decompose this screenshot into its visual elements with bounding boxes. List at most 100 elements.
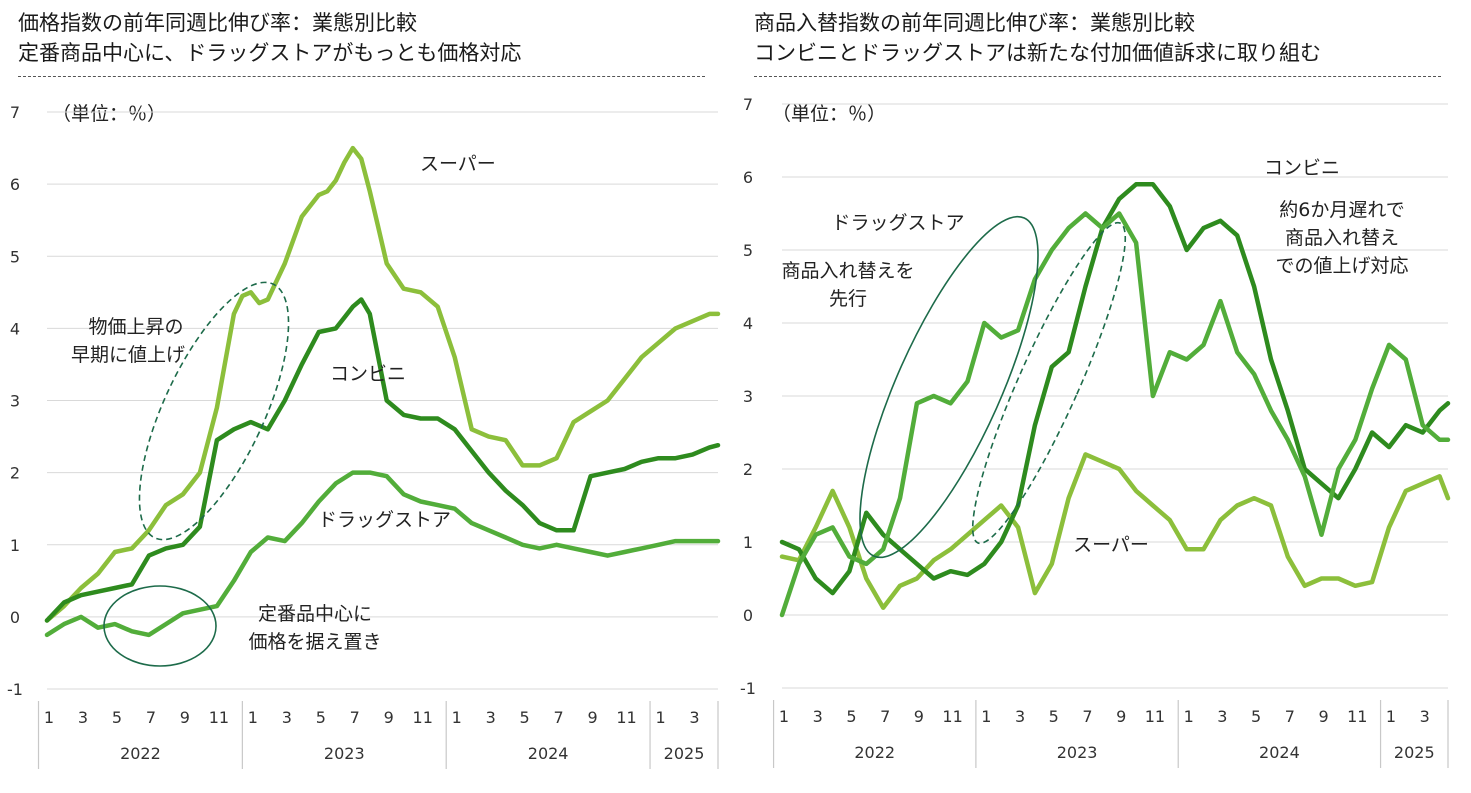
y-tick-label: 1 [743, 533, 753, 552]
left-chart-subtitle: 定番商品中心に、ドラッグストアがもっとも価格対応 [18, 41, 522, 65]
x-tick-label: 7 [1285, 707, 1295, 726]
year-label: 2022 [120, 744, 161, 763]
y-tick-label: 3 [10, 392, 20, 411]
unit-label: （単位：％） [772, 103, 886, 125]
x-tick-label: 1 [779, 707, 789, 726]
annotation-early-hike-2: 早期に値上げ [71, 344, 185, 366]
y-tick-label: 5 [743, 241, 753, 260]
year-label: 2024 [528, 744, 569, 763]
annotation-lag-1: 約6か月遅れで [1279, 199, 1405, 221]
x-tick-label: 5 [316, 708, 326, 727]
y-tick-label: -1 [7, 680, 23, 699]
y-tick-label: 1 [10, 536, 20, 555]
series-label-super: スーパー [1073, 534, 1149, 556]
annotation-early-hike-1: 物価上昇の [88, 316, 183, 338]
x-tick-label: 1 [1184, 707, 1194, 726]
x-tick-label: 1 [248, 708, 258, 727]
series-line-convenience [779, 182, 1451, 596]
annotation-price-freeze-1: 定番品中心に [258, 603, 372, 625]
series-line-drugstore [44, 470, 721, 638]
annotation-drugstore: ドラッグストア [831, 212, 964, 234]
x-tick-label: 9 [180, 708, 190, 727]
series-label-super: スーパー [420, 153, 496, 175]
x-tick-label: 11 [942, 707, 962, 726]
x-tick-label: 11 [1145, 707, 1165, 726]
x-tick-label: 5 [1251, 707, 1261, 726]
series-line-super [779, 452, 1451, 610]
x-tick-label: 1 [452, 708, 462, 727]
x-tick-label: 5 [846, 707, 856, 726]
y-tick-label: -1 [740, 679, 756, 698]
x-tick-label: 1 [44, 708, 54, 727]
y-tick-label: 2 [743, 460, 753, 479]
convenience-lag-ellipse [971, 221, 1127, 545]
y-tick-label: 7 [10, 103, 20, 122]
annotation-lag-3: での値上げ対応 [1275, 255, 1408, 277]
series-line-convenience [44, 297, 721, 623]
left-title-divider [18, 76, 705, 77]
y-tick-label: 6 [10, 175, 20, 194]
x-tick-label: 5 [520, 708, 530, 727]
x-tick-label: 7 [350, 708, 360, 727]
year-label: 2024 [1259, 743, 1300, 762]
x-tick-label: 9 [914, 707, 924, 726]
x-tick-label: 1 [655, 708, 665, 727]
x-tick-label: 11 [209, 708, 229, 727]
series-line-drugstore [779, 211, 1451, 618]
x-tick-label: 3 [1015, 707, 1025, 726]
series-label-convenience: コンビニ [330, 363, 406, 385]
year-label: 2025 [664, 744, 705, 763]
year-label: 2023 [1057, 743, 1098, 762]
right-chart-panel: 商品入替指数の前年同週比伸び率：業態別比較 コンビニとドラッグストアは新たな付加… [736, 0, 1471, 793]
x-tick-label: 9 [384, 708, 394, 727]
y-tick-label: 7 [743, 95, 753, 114]
right-chart-title: 商品入替指数の前年同週比伸び率：業態別比較 [754, 11, 1195, 35]
annotation-lead-1: 商品入れ替えを [781, 260, 914, 282]
left-chart-panel: 価格指数の前年同週比伸び率：業態別比較 定番商品中心に、ドラッグストアがもっとも… [0, 0, 735, 793]
x-tick-label: 7 [880, 707, 890, 726]
early-price-hike-ellipse [138, 281, 290, 541]
annotation-price-freeze-2: 価格を据え置き [248, 631, 381, 653]
x-tick-label: 11 [616, 708, 636, 727]
year-label: 2022 [854, 743, 895, 762]
y-tick-label: 0 [10, 608, 20, 627]
y-tick-label: 0 [743, 606, 753, 625]
x-tick-label: 5 [112, 708, 122, 727]
y-tick-label: 3 [743, 387, 753, 406]
annotation-lead-2: 先行 [829, 288, 867, 310]
x-tick-label: 3 [813, 707, 823, 726]
x-tick-label: 3 [689, 708, 699, 727]
x-tick-label: 3 [282, 708, 292, 727]
x-tick-label: 3 [78, 708, 88, 727]
x-tick-label: 3 [1217, 707, 1227, 726]
annotation-convenience: コンビニ [1264, 157, 1340, 179]
y-tick-label: 5 [10, 247, 20, 266]
year-label: 2025 [1394, 743, 1435, 762]
series-line-super [44, 145, 721, 623]
x-tick-label: 1 [1386, 707, 1396, 726]
year-label: 2023 [324, 744, 365, 763]
x-tick-label: 7 [554, 708, 564, 727]
unit-label: （単位：％） [52, 103, 166, 125]
price-freeze-ellipse [103, 585, 217, 667]
series-label-drugstore: ドラッグストア [318, 509, 451, 531]
x-tick-label: 5 [1049, 707, 1059, 726]
x-tick-label: 11 [1347, 707, 1367, 726]
x-tick-label: 9 [1116, 707, 1126, 726]
x-tick-label: 1 [981, 707, 991, 726]
y-tick-label: 2 [10, 464, 20, 483]
right-chart-subtitle: コンビニとドラッグストアは新たな付加価値訴求に取り組む [754, 41, 1321, 65]
y-tick-label: 6 [743, 168, 753, 187]
x-tick-label: 9 [588, 708, 598, 727]
x-tick-label: 11 [413, 708, 433, 727]
annotation-lag-2: 商品入れ替え [1285, 227, 1399, 249]
y-tick-label: 4 [10, 319, 20, 338]
right-title-divider [754, 76, 1441, 77]
x-tick-label: 9 [1318, 707, 1328, 726]
x-tick-label: 7 [146, 708, 156, 727]
y-tick-label: 4 [743, 314, 753, 333]
x-tick-label: 7 [1082, 707, 1092, 726]
x-tick-label: 3 [1420, 707, 1430, 726]
